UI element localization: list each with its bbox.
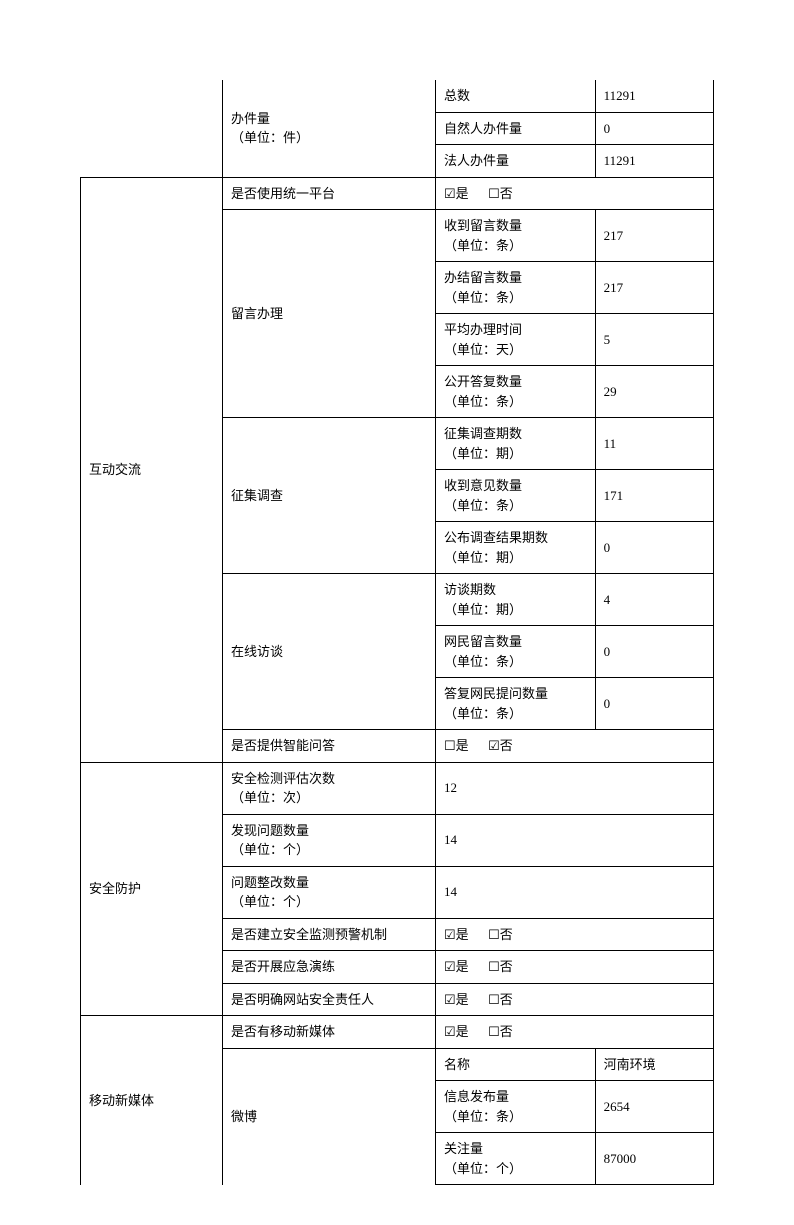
row-value: 0 <box>595 678 713 730</box>
row-value: 0 <box>595 626 713 678</box>
row-label: 收到留言数量（单位：条） <box>435 210 595 262</box>
yes-no-cell: ☑是 ☐否 <box>435 177 713 210</box>
data-table: 办件量（单位：件） 总数 11291 自然人办件量 0 法人办件量 11291 … <box>80 80 714 1185</box>
row-value: 14 <box>435 866 713 918</box>
row-label: 是否明确网站安全责任人 <box>222 983 435 1016</box>
row-value: 4 <box>595 574 713 626</box>
row-value: 12 <box>435 762 713 814</box>
section-title: 安全防护 <box>81 762 223 1016</box>
yes-no-cell: ☑是 ☐否 <box>435 1016 713 1049</box>
row-label: 公布调查结果期数（单位：期） <box>435 522 595 574</box>
row-value: 171 <box>595 470 713 522</box>
row-value: 87000 <box>595 1133 713 1185</box>
row-label: 安全检测评估次数（单位：次） <box>222 762 435 814</box>
row-value: 11291 <box>595 145 713 178</box>
subcategory-label: 在线访谈 <box>222 574 435 730</box>
row-label: 是否使用统一平台 <box>222 177 435 210</box>
yes-no-cell: ☑是 ☐否 <box>435 983 713 1016</box>
yes-no-cell: ☐是 ☑否 <box>435 730 713 763</box>
row-label: 收到意见数量（单位：条） <box>435 470 595 522</box>
row-label: 名称 <box>435 1048 595 1081</box>
row-value: 14 <box>435 814 713 866</box>
row-label: 是否开展应急演练 <box>222 951 435 984</box>
subcategory-label: 征集调查 <box>222 418 435 574</box>
row-value: 29 <box>595 366 713 418</box>
row-label: 关注量（单位：个） <box>435 1133 595 1185</box>
blank-cell <box>81 80 223 177</box>
row-label: 发现问题数量（单位：个） <box>222 814 435 866</box>
row-label: 是否提供智能问答 <box>222 730 435 763</box>
row-value: 11 <box>595 418 713 470</box>
row-value: 5 <box>595 314 713 366</box>
row-label: 征集调查期数（单位：期） <box>435 418 595 470</box>
section-title: 移动新媒体 <box>81 1016 223 1185</box>
row-label: 平均办理时间（单位：天） <box>435 314 595 366</box>
row-label: 办结留言数量（单位：条） <box>435 262 595 314</box>
row-value: 0 <box>595 112 713 145</box>
row-label: 公开答复数量（单位：条） <box>435 366 595 418</box>
row-label: 总数 <box>435 80 595 112</box>
row-label: 信息发布量（单位：条） <box>435 1081 595 1133</box>
row-label: 自然人办件量 <box>435 112 595 145</box>
subcategory-label: 微博 <box>222 1048 435 1185</box>
row-value: 217 <box>595 262 713 314</box>
row-value: 2654 <box>595 1081 713 1133</box>
row-value: 217 <box>595 210 713 262</box>
row-label: 网民留言数量（单位：条） <box>435 626 595 678</box>
row-label: 问题整改数量（单位：个） <box>222 866 435 918</box>
row-value: 0 <box>595 522 713 574</box>
row-label: 是否有移动新媒体 <box>222 1016 435 1049</box>
section-title: 互动交流 <box>81 177 223 762</box>
row-value: 11291 <box>595 80 713 112</box>
row-label: 答复网民提问数量（单位：条） <box>435 678 595 730</box>
yes-no-cell: ☑是 ☐否 <box>435 951 713 984</box>
row-value: 河南环境 <box>595 1048 713 1081</box>
category-label: 办件量（单位：件） <box>222 80 435 177</box>
row-label: 是否建立安全监测预警机制 <box>222 918 435 951</box>
row-label: 法人办件量 <box>435 145 595 178</box>
yes-no-cell: ☑是 ☐否 <box>435 918 713 951</box>
row-label: 访谈期数（单位：期） <box>435 574 595 626</box>
subcategory-label: 留言办理 <box>222 210 435 418</box>
